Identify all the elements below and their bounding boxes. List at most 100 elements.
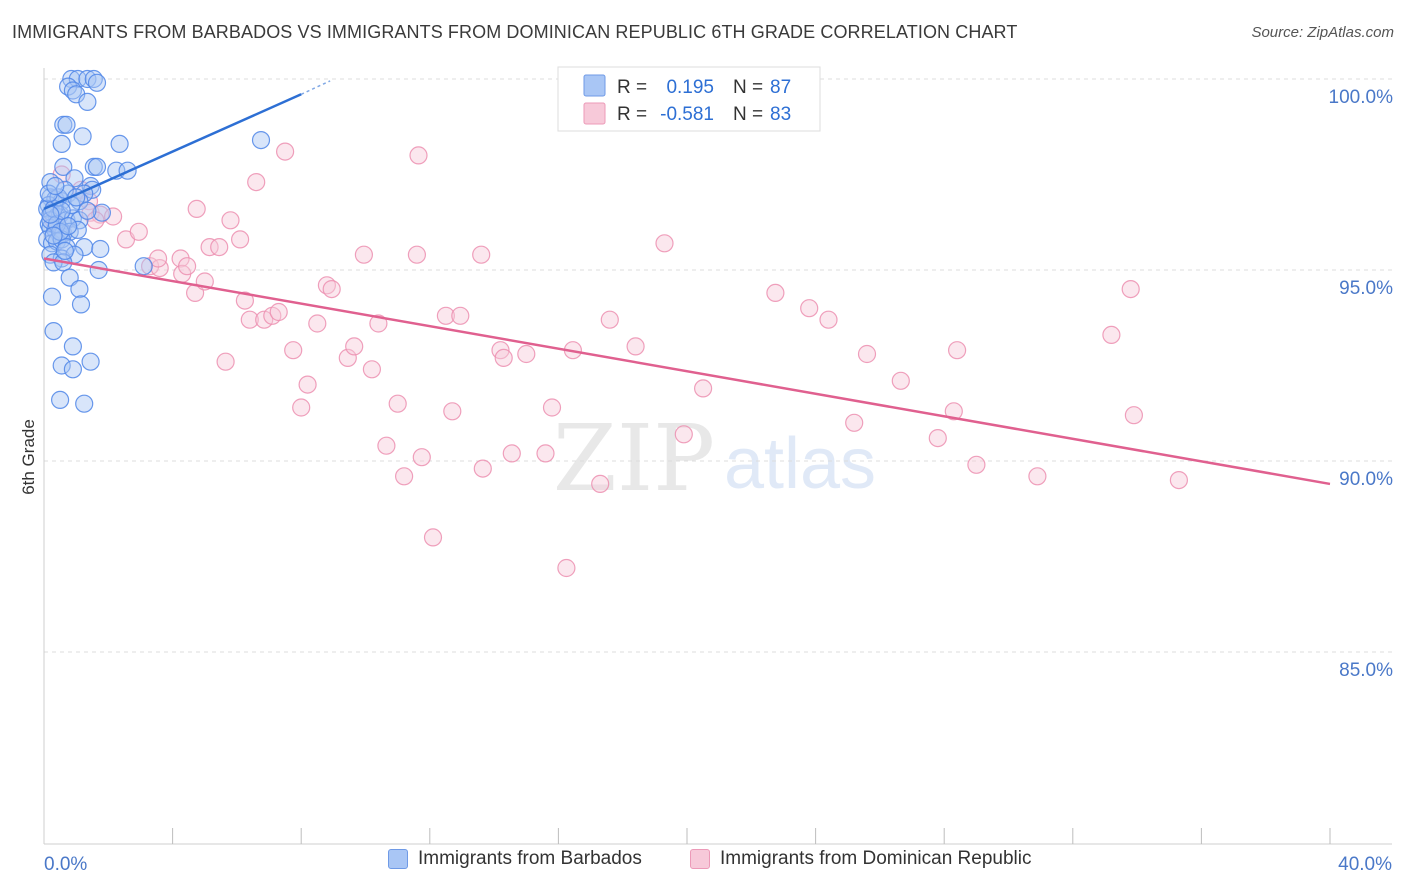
dominican-point-63 — [600, 310, 619, 329]
x-tick-label-max: 40.0% — [1338, 854, 1392, 875]
barbados-point-13 — [110, 134, 129, 153]
dominican-point-77 — [967, 455, 986, 474]
stats-legend-swatch-dominican — [583, 102, 606, 125]
dominican-point-81 — [1124, 406, 1144, 425]
y-tick-label-85: 85.0% — [1339, 660, 1393, 681]
dominican-point-55 — [494, 348, 513, 367]
grid-layer — [44, 78, 1392, 653]
dominican-point-66 — [674, 425, 693, 444]
dominican-points — [44, 142, 1189, 578]
dominican-point-53 — [473, 459, 492, 478]
dominican-point-72 — [857, 344, 877, 364]
barbados-point-12 — [52, 134, 71, 153]
dominican-point-30 — [276, 142, 295, 161]
trend-lines — [43, 80, 1331, 486]
dominican-point-57 — [517, 344, 536, 364]
dominican-point-75 — [944, 402, 963, 421]
barbados-point-2 — [78, 69, 97, 89]
barbados-point-8 — [78, 92, 97, 112]
dominican-point-73 — [891, 371, 910, 390]
dominican-point-47 — [412, 448, 431, 467]
barbados-point-11 — [73, 127, 92, 146]
barbados-point-52 — [91, 239, 110, 259]
dominican-point-42 — [377, 436, 396, 455]
dominican-point-21 — [216, 352, 235, 371]
dominican-point-46 — [409, 146, 428, 165]
barbados-point-64 — [44, 322, 63, 341]
r-label-dominican: R = — [617, 104, 647, 125]
dominican-point-24 — [235, 291, 254, 310]
dominican-point-39 — [354, 245, 373, 264]
dominican-point-22 — [221, 211, 240, 230]
stats-legend: R = 0.195 N = 87 R = -0.581 N = 83 — [557, 66, 821, 132]
y-tick-label-90: 90.0% — [1339, 469, 1393, 490]
dominican-point-48 — [423, 528, 443, 547]
y-tick-labels: 85.0% 90.0% 95.0% 100.0% — [1329, 87, 1394, 681]
barbados-point-10 — [57, 115, 76, 134]
dominican-point-25 — [240, 310, 259, 329]
barbados-point-51 — [75, 238, 94, 257]
dominican-point-34 — [308, 314, 327, 333]
chart-title: IMMIGRANTS FROM BARBADOS VS IMMIGRANTS F… — [12, 22, 1018, 42]
dominican-point-80 — [1121, 280, 1140, 299]
legend-label-barbados: Immigrants from Barbados — [418, 848, 642, 869]
legend-label-dominican: Immigrants from Dominican Republic — [720, 848, 1032, 869]
dominican-point-49 — [436, 306, 455, 325]
y-tick-label-95: 95.0% — [1339, 278, 1393, 299]
dominican-point-33 — [298, 375, 317, 394]
dominican-point-64 — [626, 337, 645, 356]
legend-item-dominican[interactable]: Immigrants from Dominican Republic — [690, 848, 1032, 870]
barbados-point-68 — [63, 360, 83, 379]
barbados-point-70 — [75, 394, 94, 413]
dominican-point-82 — [1169, 471, 1189, 490]
dominican-point-23 — [231, 230, 250, 249]
dominican-point-17 — [187, 199, 206, 218]
dominican-point-12 — [149, 249, 168, 268]
dominican-point-58 — [536, 444, 555, 463]
dominican-point-52 — [472, 245, 491, 264]
dominican-point-40 — [362, 360, 381, 379]
stats-legend-swatch-barbados — [583, 74, 606, 97]
dominican-point-71 — [845, 413, 864, 432]
y-axis-label: 6th Grade — [19, 419, 38, 495]
barbados-point-69 — [50, 390, 70, 409]
barbados-point-31 — [92, 203, 112, 222]
n-label-dominican: N = — [733, 104, 763, 125]
dominican-point-9 — [129, 222, 148, 241]
barbados-point-63 — [71, 295, 91, 314]
barbados-point-62 — [42, 287, 62, 306]
legend-item-barbados[interactable]: Immigrants from Barbados — [388, 848, 642, 870]
dominican-point-44 — [395, 467, 414, 486]
legend-swatch-dominican — [690, 849, 710, 869]
dominican-point-62 — [591, 474, 610, 493]
barbados-point-80 — [46, 176, 65, 196]
dominican-point-26 — [247, 173, 266, 192]
source-credit: Source: ZipAtlas.com — [1251, 24, 1394, 41]
dominican-point-7 — [103, 207, 123, 226]
x-tick-label-min: 0.0% — [44, 854, 87, 875]
dominican-point-56 — [502, 444, 521, 463]
dominican-point-15 — [178, 257, 197, 276]
watermark-atlas: atlas — [724, 424, 876, 504]
barbados-point-61 — [70, 280, 89, 299]
trendline-dominican — [43, 257, 1331, 486]
barbados-point-67 — [52, 356, 71, 375]
dominican-point-20 — [210, 238, 229, 257]
dominican-point-36 — [322, 280, 341, 299]
dominican-point-69 — [800, 299, 819, 318]
dominican-point-59 — [542, 398, 562, 417]
dominican-point-68 — [766, 283, 785, 302]
y-tick-label-100: 100.0% — [1329, 87, 1394, 108]
dominican-point-50 — [443, 402, 462, 421]
dominican-point-67 — [693, 379, 713, 398]
barbados-point-77 — [39, 184, 58, 203]
trendline-barbados-extension — [300, 80, 331, 95]
r-value-dominican: -0.581 — [660, 104, 714, 125]
r-value-barbados: 0.195 — [666, 77, 714, 98]
dominican-point-79 — [1102, 325, 1121, 344]
dominican-point-41 — [369, 314, 388, 333]
dominican-point-78 — [1028, 467, 1047, 486]
dominican-point-60 — [557, 558, 576, 578]
n-value-barbados: 87 — [770, 77, 791, 98]
